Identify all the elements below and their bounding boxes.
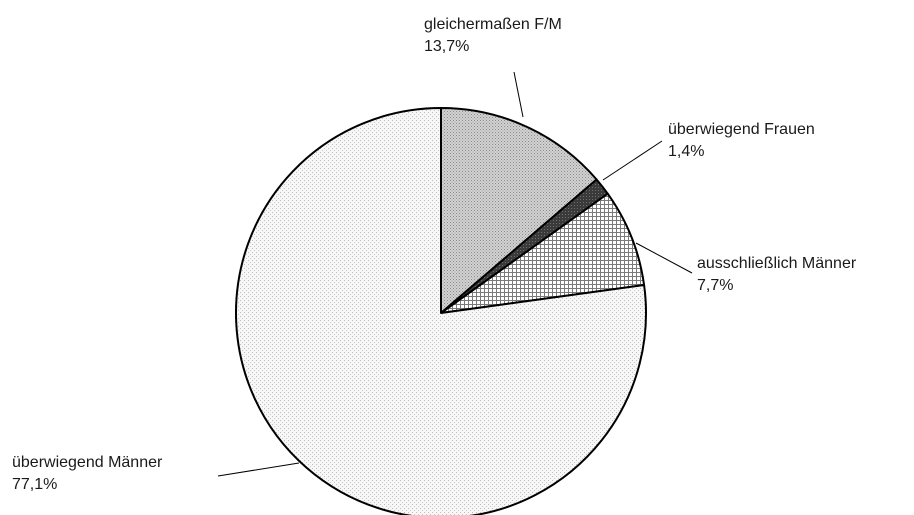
leader-line-1 <box>513 71 524 118</box>
leader-line-4 <box>217 462 300 477</box>
slice-percent-label-2: 1,4% <box>668 143 704 160</box>
slice-name-label-3: ausschließlich Männer <box>697 255 857 272</box>
slice-labels: gleichermaßen F/M 13,7% überwiegend Frauen… <box>12 16 857 493</box>
slice-percent-label-3: 7,7% <box>697 277 733 294</box>
pie-slice-3 <box>440 192 646 314</box>
slice-percent-label-1: 13,7% <box>424 38 469 55</box>
slice-percent-label-4: 77,1% <box>12 476 57 493</box>
pie-slice-4 <box>235 107 647 515</box>
slice-name-label-2: überwiegend Frauen <box>668 121 815 138</box>
slice-name-label-1: gleichermaßen F/M <box>424 16 562 33</box>
pie-slices <box>235 107 647 515</box>
slice-name-label-4: überwiegend Männer <box>12 454 163 471</box>
leader-lines <box>217 71 693 477</box>
leader-line-2 <box>602 140 663 181</box>
pie-slice-1 <box>440 107 598 314</box>
leader-line-3 <box>635 242 693 274</box>
